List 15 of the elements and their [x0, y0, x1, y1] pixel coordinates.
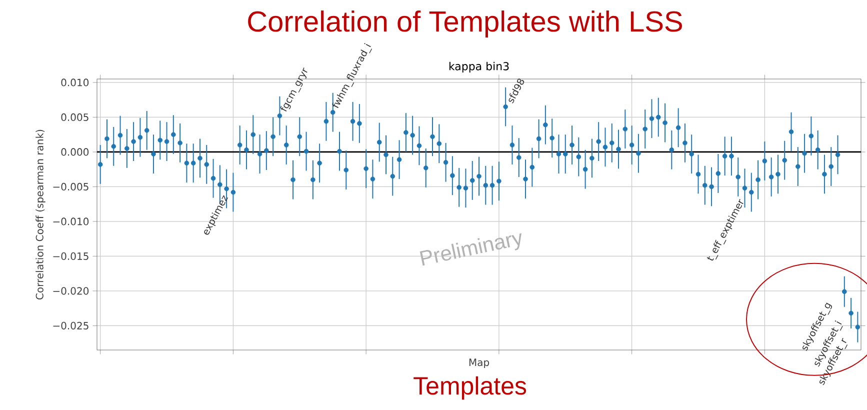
x-axis-title: Map: [469, 358, 490, 368]
chart-title: Correlation of Templates with LSS: [248, 10, 682, 38]
y-tick-label: 0.000: [61, 148, 89, 156]
text: Templates: [414, 376, 526, 400]
annotation: Preliminary: [420, 233, 522, 266]
y-tick-label: −0.025: [53, 322, 88, 330]
y-tick-label: −0.015: [53, 252, 88, 260]
y-tick-label: 0.010: [61, 78, 89, 86]
annotation: sfd98: [508, 78, 524, 104]
y-tick-label: −0.020: [53, 287, 89, 295]
y-tick-label: 0.005: [61, 113, 88, 121]
y-tick-label: −0.005: [53, 182, 88, 190]
y-axis-title: Correlation Coeff (spearman rank): [36, 130, 46, 300]
y-tick-label: −0.010: [53, 218, 89, 226]
chart-subtitle: kappa bin3: [449, 62, 509, 72]
